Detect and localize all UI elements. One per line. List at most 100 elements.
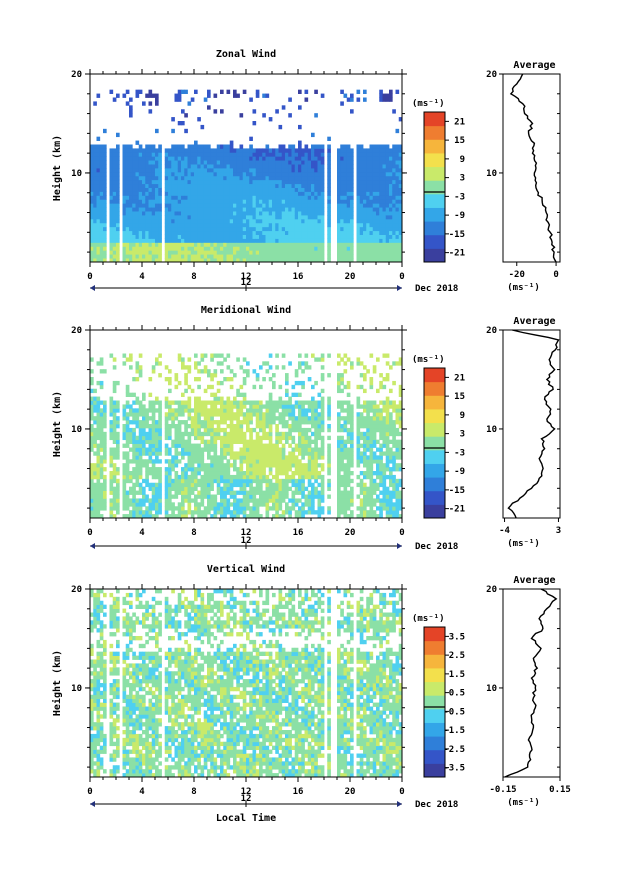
- heatmap-cell: [177, 218, 182, 224]
- heatmap-cell: [298, 392, 302, 397]
- heatmap-cell: [395, 199, 400, 204]
- heatmap-cell: [145, 416, 149, 421]
- heatmap-cell: [236, 211, 240, 216]
- heatmap-cell: [194, 478, 198, 484]
- heatmap-cell: [346, 238, 351, 243]
- heatmap-cell: [304, 427, 309, 433]
- heatmap-cell: [246, 246, 250, 251]
- heatmap-cell: [122, 427, 127, 433]
- heatmap-cell: [207, 451, 211, 456]
- heatmap-cell: [96, 451, 101, 456]
- heatmap-cell: [259, 246, 263, 251]
- heatmap-cell: [372, 218, 377, 224]
- heatmap-cell: [343, 164, 348, 169]
- heatmap-cell: [307, 152, 312, 157]
- heatmap-cell: [181, 187, 185, 192]
- heatmap-cell: [168, 377, 172, 382]
- heatmap-cell: [262, 431, 266, 437]
- heatmap-cell: [164, 258, 169, 263]
- heatmap-cell: [307, 258, 312, 263]
- heatmap-cell: [203, 412, 208, 417]
- heatmap-cell: [327, 203, 331, 208]
- heatmap-cell: [200, 156, 205, 161]
- heatmap-cell: [317, 510, 322, 515]
- heatmap-cell: [236, 357, 240, 362]
- heatmap-cell: [216, 463, 221, 468]
- heatmap-cell: [155, 246, 159, 251]
- heatmap-cell: [229, 494, 234, 499]
- heatmap-cell: [181, 121, 185, 126]
- heatmap-cell: [236, 420, 240, 425]
- heatmap-cell: [148, 199, 153, 204]
- heatmap-cell: [327, 175, 331, 181]
- heatmap-cell: [207, 207, 211, 212]
- heatmap-cell: [281, 144, 286, 149]
- heatmap-cell: [229, 207, 234, 212]
- heatmap-cell: [340, 171, 344, 177]
- heatmap-cell: [246, 207, 250, 212]
- heatmap-cell: [255, 203, 260, 208]
- heatmap-cell: [181, 474, 185, 480]
- heatmap-cell: [226, 396, 231, 401]
- heatmap-cell: [112, 365, 117, 370]
- heatmap-cell: [125, 498, 130, 503]
- heatmap-cell: [343, 160, 348, 165]
- heatmap-cell: [233, 510, 237, 515]
- heatmap-cell: [350, 250, 354, 255]
- heatmap-cell: [265, 148, 270, 153]
- heatmap-cell: [197, 420, 201, 425]
- heatmap-cell: [311, 439, 315, 444]
- heatmap-cell: [398, 226, 403, 232]
- heatmap-cell: [129, 203, 133, 208]
- heatmap-cell: [96, 459, 101, 464]
- heatmap-cell: [317, 203, 322, 208]
- heatmap-cell: [272, 211, 276, 216]
- heatmap-cell: [184, 400, 188, 405]
- heatmap-cell: [171, 494, 175, 499]
- heatmap-cell: [226, 498, 231, 503]
- heatmap-cell: [187, 431, 192, 437]
- heatmap-cell: [132, 439, 136, 444]
- heatmap-cell: [112, 211, 117, 216]
- heatmap-cell: [197, 408, 201, 413]
- heatmap-cell: [226, 510, 231, 515]
- heatmap-cell: [122, 353, 127, 358]
- heatmap-cell: [122, 144, 127, 149]
- heatmap-cell: [216, 388, 221, 394]
- heatmap-cell: [226, 463, 231, 468]
- heatmap-cell: [395, 215, 400, 220]
- heatmap-cell: [229, 439, 234, 444]
- heatmap-cell: [272, 226, 276, 232]
- heatmap-cell: [294, 164, 299, 169]
- heatmap-cell: [304, 207, 309, 212]
- heatmap-cell: [210, 478, 214, 484]
- heatmap-cell: [379, 97, 383, 102]
- heatmap-cell: [392, 211, 396, 216]
- heatmap-cell: [242, 168, 247, 173]
- heatmap-cell: [122, 506, 127, 511]
- heatmap-cell: [298, 254, 302, 259]
- heatmap-cell: [246, 156, 250, 161]
- heatmap-cell: [93, 431, 97, 437]
- heatmap-cell: [350, 175, 354, 181]
- heatmap-cell: [200, 459, 205, 464]
- heatmap-cell: [203, 203, 208, 208]
- heatmap-cell: [239, 404, 244, 409]
- heatmap-cell: [346, 412, 351, 417]
- heatmap-cell: [239, 246, 244, 251]
- heatmap-cell: [220, 443, 224, 448]
- heatmap-cell: [197, 427, 201, 433]
- heatmap-cell: [197, 191, 201, 196]
- heatmap-cell: [138, 246, 143, 251]
- heatmap-cell: [327, 408, 331, 413]
- heatmap-cell: [239, 144, 244, 149]
- heatmap-cell: [96, 412, 101, 417]
- heatmap-cell: [210, 226, 214, 232]
- heatmap-cell: [242, 447, 247, 452]
- heatmap-cell: [239, 183, 244, 188]
- heatmap-cell: [246, 238, 250, 243]
- heatmap-cell: [363, 152, 367, 157]
- heatmap-cell: [233, 89, 237, 94]
- heatmap-cell: [220, 148, 224, 153]
